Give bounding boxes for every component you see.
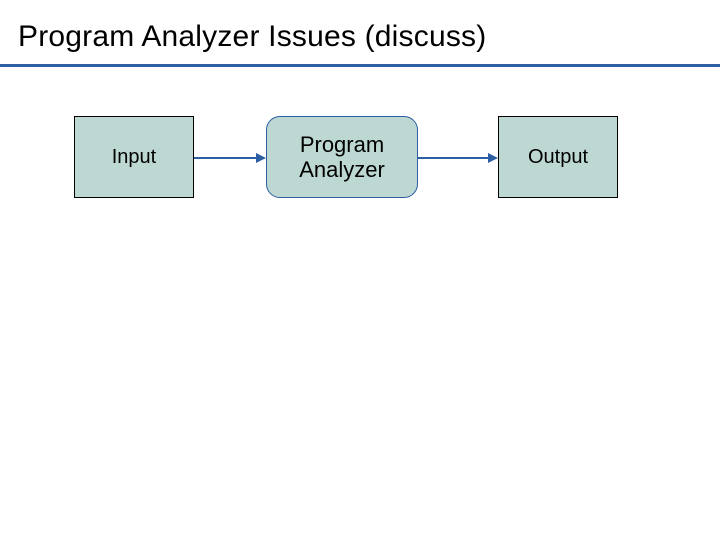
title-underline xyxy=(0,64,720,67)
slide-title: Program Analyzer Issues (discuss) xyxy=(18,20,486,54)
node-output: Output xyxy=(498,116,618,198)
node-analyzer: Program Analyzer xyxy=(266,116,418,198)
node-input: Input xyxy=(74,116,194,198)
node-output-label: Output xyxy=(528,146,588,169)
slide: Program Analyzer Issues (discuss) Input … xyxy=(0,0,720,540)
edge-analyzer-output-head xyxy=(488,153,498,163)
edge-input-analyzer-head xyxy=(256,153,266,163)
edge-analyzer-output-line xyxy=(418,157,488,159)
node-analyzer-label: Program Analyzer xyxy=(299,132,385,183)
edge-input-analyzer-line xyxy=(194,157,256,159)
node-input-label: Input xyxy=(112,146,156,169)
